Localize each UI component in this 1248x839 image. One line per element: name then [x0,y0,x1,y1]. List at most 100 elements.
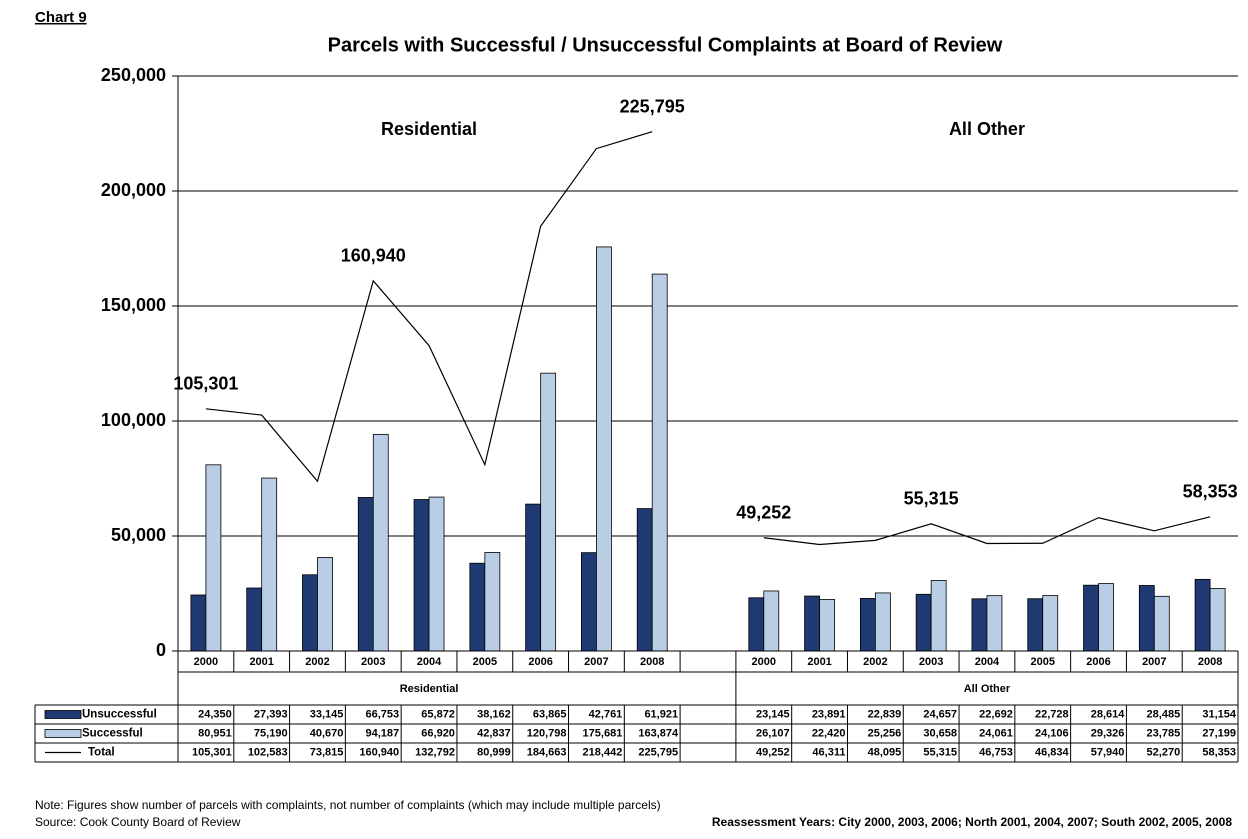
y-tick-label: 100,000 [101,410,166,430]
table-value: 29,326 [1091,727,1125,739]
table-value: 22,728 [1035,708,1069,720]
group-label: All Other [949,119,1025,139]
data-label: 225,795 [620,96,685,116]
bar [1098,583,1114,652]
table-value: 46,834 [1035,746,1070,758]
bar [372,433,389,652]
table-value: 61,921 [644,708,678,720]
bar [819,599,835,652]
data-label: 160,940 [341,246,406,266]
table-value: 184,663 [527,746,567,758]
bar [1194,578,1211,652]
x-tick-label: 2001 [249,656,273,668]
total-line [205,131,1211,546]
x-tick-label: 2004 [975,656,1000,668]
bar [763,590,780,652]
bar [1153,595,1170,652]
table-value: 225,795 [638,746,678,758]
table-value: 57,940 [1091,746,1125,758]
x-tick-label: 2004 [417,656,442,668]
table-value: 73,815 [310,746,344,758]
table-value: 218,442 [583,746,623,758]
x-tick-label: 2008 [1198,656,1222,668]
legend-swatch [44,729,82,738]
x-tick-label: 2000 [752,656,776,668]
footer-note: Reassessment Years: City 2000, 2003, 200… [712,815,1232,829]
bar [804,595,820,652]
table-value: 105,301 [192,746,232,758]
table-value: 31,154 [1202,708,1237,720]
bar [859,598,876,652]
bar [246,587,263,652]
bar [930,580,947,652]
legend-label: Successful [82,728,143,740]
bar [581,552,597,652]
table-value: 160,940 [359,746,399,758]
x-tick-label: 2005 [1030,656,1054,668]
x-tick-label: 2006 [1086,656,1110,668]
table-value: 22,839 [868,708,902,720]
y-tick-label: 250,000 [101,65,166,85]
table-value: 33,145 [310,708,344,720]
table-value: 66,753 [366,708,400,720]
table-value: 163,874 [638,727,679,739]
table-value: 102,583 [248,746,288,758]
table-value: 48,095 [868,746,902,758]
table-group-label: All Other [964,683,1011,695]
x-tick-label: 2001 [807,656,831,668]
table-value: 80,999 [477,746,511,758]
note: Note: Figures show number of parcels wit… [35,798,661,812]
table-value: 66,920 [421,727,455,739]
data-label: 55,315 [904,489,959,509]
table-value: 23,891 [812,708,846,720]
table-value: 22,420 [812,727,846,739]
y-tick-label: 0 [156,640,166,660]
table-value: 55,315 [923,746,957,758]
bar [525,503,542,652]
bar [205,464,222,652]
bar [874,592,891,652]
x-tick-label: 2000 [194,656,218,668]
x-tick-label: 2002 [863,656,887,668]
data-label: 49,252 [736,502,791,522]
chart-title: Parcels with Successful / Unsuccessful C… [328,34,1003,56]
legend-swatch [44,710,82,719]
table-value: 63,865 [533,708,567,720]
x-tick-label: 2005 [473,656,497,668]
table-value: 22,692 [979,708,1013,720]
bar [971,598,988,652]
bar [302,574,318,652]
bar [1209,588,1226,652]
bar [1042,595,1059,652]
bar [540,372,557,652]
bar [190,594,207,652]
table-value: 49,252 [756,746,790,758]
bar [261,477,278,652]
legend-label: Total [88,747,115,759]
x-tick-label: 2003 [919,656,943,668]
table-value: 65,872 [421,708,455,720]
bar [317,557,333,652]
x-tick-label: 2003 [361,656,385,668]
group-label: Residential [381,119,477,139]
table-value: 46,753 [979,746,1013,758]
table-value: 24,350 [198,708,232,720]
table-value: 52,270 [1147,746,1181,758]
bar [651,273,668,652]
chart-label: Chart 9 [35,9,87,26]
table-value: 80,951 [198,727,232,739]
table-value: 23,145 [756,708,790,720]
table-value: 30,658 [923,727,957,739]
table-value: 132,792 [415,746,455,758]
table-value: 175,681 [583,727,623,739]
table-value: 25,256 [868,727,902,739]
bar [986,595,1003,652]
data-label: 58,353 [1183,482,1238,502]
bar [1138,585,1155,652]
table-value: 120,798 [527,727,567,739]
table-value: 42,837 [477,727,511,739]
x-tick-label: 2007 [1142,656,1166,668]
table-value: 27,393 [254,708,288,720]
y-tick-label: 200,000 [101,180,166,200]
bar [1027,598,1044,652]
